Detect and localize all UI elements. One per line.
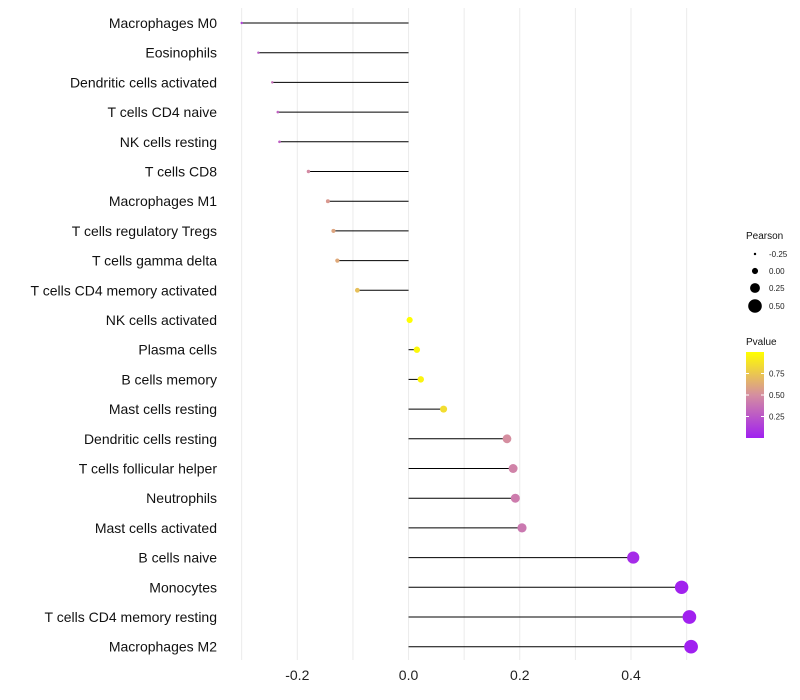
category-label: Mast cells activated: [95, 520, 217, 536]
point: [325, 199, 330, 204]
point: [517, 523, 527, 533]
category-label: Dendritic cells resting: [84, 431, 217, 447]
grid-lines: [241, 8, 688, 660]
point: [354, 287, 360, 293]
colorbar-label: 0.25: [769, 413, 785, 422]
point: [257, 51, 260, 54]
category-label: NK cells resting: [120, 134, 217, 150]
x-axis-ticks: -0.2 0.0 0.2 0.4: [285, 667, 641, 683]
stems: [241, 22, 692, 648]
x-tick-label: 0.4: [621, 667, 641, 683]
category-label: T cells regulatory Tregs: [72, 223, 217, 239]
category-label: Dendritic cells activated: [70, 74, 217, 90]
category-label: T cells gamma delta: [92, 253, 217, 269]
category-label: T cells follicular helper: [79, 461, 218, 477]
legend-title: Pvalue: [746, 337, 777, 348]
colorbar-label: 0.75: [769, 370, 785, 379]
colorbar-label: 0.50: [769, 391, 785, 400]
point: [674, 580, 689, 595]
point: [413, 346, 421, 353]
point: [440, 405, 448, 413]
category-labels: Macrophages M0 Eosinophils Dendritic cells…: [31, 15, 218, 655]
point: [627, 551, 640, 564]
point: [684, 639, 698, 654]
legend-size-label: 0.25: [769, 284, 785, 293]
point: [502, 434, 512, 444]
category-label: T cells CD4 memory resting: [45, 609, 217, 625]
point: [240, 21, 243, 25]
pvalue-legend: Pvalue 0.25 0.50 0.75: [746, 337, 785, 438]
category-label: NK cells activated: [106, 312, 217, 328]
point: [417, 376, 425, 383]
point: [335, 258, 340, 263]
legend-title: Pearson: [746, 231, 783, 242]
point: [276, 110, 280, 114]
legend-size-key: [753, 252, 757, 256]
category-label: Plasma cells: [138, 342, 217, 358]
point: [682, 610, 697, 624]
category-label: B cells memory: [121, 371, 217, 387]
legend-size-key: [750, 283, 760, 293]
point: [306, 169, 311, 174]
category-label: Eosinophils: [145, 45, 217, 61]
category-label: Monocytes: [149, 579, 217, 595]
legend-size-label: -0.25: [769, 250, 788, 259]
category-label: T cells CD4 memory activated: [31, 282, 217, 298]
x-tick-label: 0.0: [399, 667, 419, 683]
category-label: Mast cells resting: [109, 401, 217, 417]
x-tick-label: -0.2: [285, 667, 309, 683]
legend-size-label: 0.00: [769, 267, 785, 276]
category-label: Macrophages M2: [109, 639, 217, 655]
point: [278, 140, 281, 144]
legend-size-key: [751, 267, 759, 275]
point: [508, 464, 518, 473]
point: [406, 316, 413, 324]
category-label: T cells CD8: [145, 164, 217, 180]
point: [271, 81, 274, 84]
category-label: T cells CD4 naive: [108, 104, 218, 120]
legend-size-key: [748, 299, 762, 313]
point: [331, 228, 336, 233]
category-label: Neutrophils: [146, 490, 217, 506]
pearson-legend: Pearson -0.25 0.00 0.25 0.50: [746, 231, 788, 313]
pvalue-colorbar: [746, 352, 764, 438]
category-label: Macrophages M0: [109, 15, 217, 31]
x-tick-label: 0.2: [510, 667, 530, 683]
legend-size-label: 0.50: [769, 302, 785, 311]
category-label: Macrophages M1: [109, 193, 217, 209]
points: [240, 21, 698, 654]
category-label: B cells naive: [138, 550, 217, 566]
point: [510, 493, 520, 503]
